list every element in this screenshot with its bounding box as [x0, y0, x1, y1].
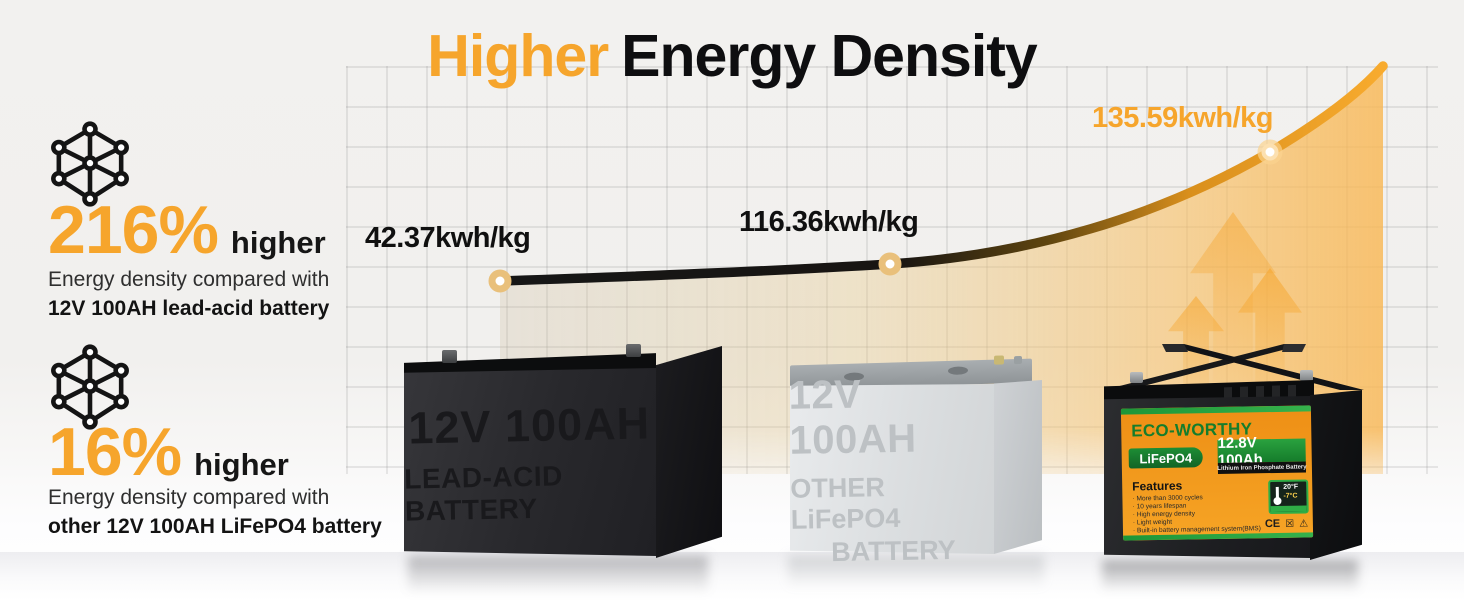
temp-celsius: -7°C	[1283, 492, 1298, 500]
stat-description-line: Energy density compared with	[48, 268, 330, 291]
stat-suffix: higher	[230, 225, 326, 260]
battery-type-text: OTHER LiFePO4	[790, 471, 901, 535]
certification-row: CE ☒ ⚠	[1265, 517, 1308, 530]
stat-value: 16%	[48, 414, 182, 490]
data-point-lead-acid	[488, 269, 512, 293]
battery-reflection	[408, 556, 708, 594]
ce-mark: CE	[1264, 517, 1281, 531]
battery-top-face	[1104, 380, 1314, 400]
battery-type-text: BATTERY	[830, 534, 956, 567]
thermometer-icon	[1273, 486, 1282, 505]
title-highlight: Higher	[427, 23, 609, 89]
battery-side-face	[994, 380, 1042, 554]
point-label-lead-acid: 42.37kwh/kg	[365, 222, 531, 254]
battery-handles	[1104, 344, 1364, 390]
feature-item: 10 years lifespan	[1133, 503, 1187, 511]
molecule-network-icon	[51, 121, 129, 207]
battery-front-text: 12V 100AH OTHER LiFePO4 BATTERY	[788, 372, 996, 567]
curve-line	[495, 61, 1388, 286]
badge-green-strip	[1270, 505, 1307, 513]
data-point-ecoworthy	[1257, 139, 1283, 165]
battery-terminal	[1130, 372, 1143, 383]
battery-reflection	[788, 556, 1044, 588]
stat-other-lifepo4: 16% higher	[48, 418, 289, 486]
stat-suffix: higher	[194, 447, 289, 482]
battery-terminal	[1300, 370, 1313, 381]
feature-item: More than 3000 cycles	[1132, 494, 1202, 502]
battery-terminal	[626, 344, 641, 357]
battery-side-face	[1310, 390, 1362, 560]
features-title: Features	[1132, 478, 1183, 494]
battery-reflection	[1102, 560, 1358, 592]
stat-lead-acid: 216% higher	[48, 196, 326, 264]
feature-item: Light weight	[1133, 519, 1172, 527]
battery-terminal	[1014, 355, 1022, 365]
battery-front-text: 12V 100AH LEAD-ACID BATTERY	[402, 365, 658, 558]
stat-description-line: 12V 100AH lead-acid battery	[48, 297, 330, 320]
battery-type-text: LEAD-ACID BATTERY	[403, 459, 564, 527]
battery-label: ECO-WORTHY LiFePO4 12.8V 100Ah Lithium I…	[1120, 405, 1314, 541]
battery-terminal	[442, 350, 457, 363]
page-title: Higher Energy Density	[0, 22, 1464, 90]
battery-capacity-text: 12V 100AH	[788, 372, 917, 463]
data-point-other-lifepo4	[878, 252, 902, 276]
stat-value: 216%	[48, 192, 219, 268]
other-lifepo4-battery: 12V 100AH OTHER LiFePO4 BATTERY	[784, 352, 1060, 567]
title-rest: Energy Density	[621, 23, 1038, 89]
feature-item: High energy density	[1133, 510, 1195, 518]
battery-side-face	[656, 346, 722, 558]
point-label-other-lifepo4: 116.36kwh/kg	[739, 206, 919, 238]
temp-fahrenheit: 20°F	[1283, 483, 1299, 491]
weee-bin-icon: ☒	[1285, 518, 1295, 530]
battery-capacity-text: 12V 100AH	[407, 396, 651, 454]
floor	[0, 552, 1464, 600]
rating-badge: 12.8V 100Ah	[1217, 434, 1306, 468]
battery-front-face	[790, 384, 994, 554]
attention-icon: ⚠	[1299, 517, 1309, 530]
stat-description-line: other 12V 100AH LiFePO4 battery	[48, 515, 382, 538]
molecule-network-icon	[51, 344, 129, 430]
chemistry-badge: LiFePO4	[1128, 447, 1203, 469]
label-subtitle: Lithium Iron Phosphate Battery	[1217, 461, 1307, 474]
lead-acid-battery: 12V 100AH LEAD-ACID BATTERY	[402, 338, 724, 560]
battery-front-face	[404, 368, 656, 556]
point-label-ecoworthy: 135.59kwh/kg	[1092, 102, 1274, 134]
ecoworthy-battery: ECO-WORTHY LiFePO4 12.8V 100Ah Lithium I…	[1098, 328, 1374, 568]
low-temp-badge: 20°F -7°C	[1268, 479, 1309, 515]
battery-terminal	[994, 355, 1004, 365]
stat-description-line: Energy density compared with	[48, 486, 330, 509]
